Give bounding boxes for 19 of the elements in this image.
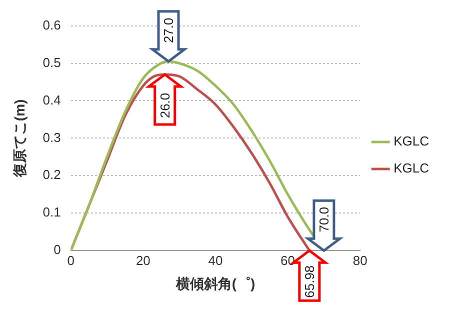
annotation: 27.0 bbox=[161, 18, 176, 44]
y-tick-label: 0.3 bbox=[42, 130, 61, 145]
y-tick-label: 0.2 bbox=[42, 167, 61, 182]
y-tick-label: 0 bbox=[54, 242, 61, 258]
x-tick-label: 20 bbox=[136, 252, 150, 268]
x-tick-label: 40 bbox=[208, 252, 223, 268]
annotation: 70.0 bbox=[316, 206, 332, 232]
y-tick-label: 0.1 bbox=[42, 204, 61, 220]
y-tick-label: 0.4 bbox=[42, 92, 61, 108]
y-tick-label: 0.5 bbox=[42, 54, 61, 70]
legend-label: KGLC bbox=[394, 160, 430, 176]
x-tick-label: 0 bbox=[67, 252, 74, 268]
legend-label: KGLC bbox=[394, 134, 430, 149]
x-axis-title: 横傾斜角(゜) bbox=[174, 275, 256, 292]
y-axis-title: 復原てこ(m) bbox=[11, 99, 28, 178]
annotation: 26.0 bbox=[157, 92, 172, 118]
x-tick-label: 80 bbox=[352, 252, 368, 268]
y-tick-label: 0.6 bbox=[42, 17, 61, 32]
annotation: 65.98 bbox=[302, 265, 317, 298]
